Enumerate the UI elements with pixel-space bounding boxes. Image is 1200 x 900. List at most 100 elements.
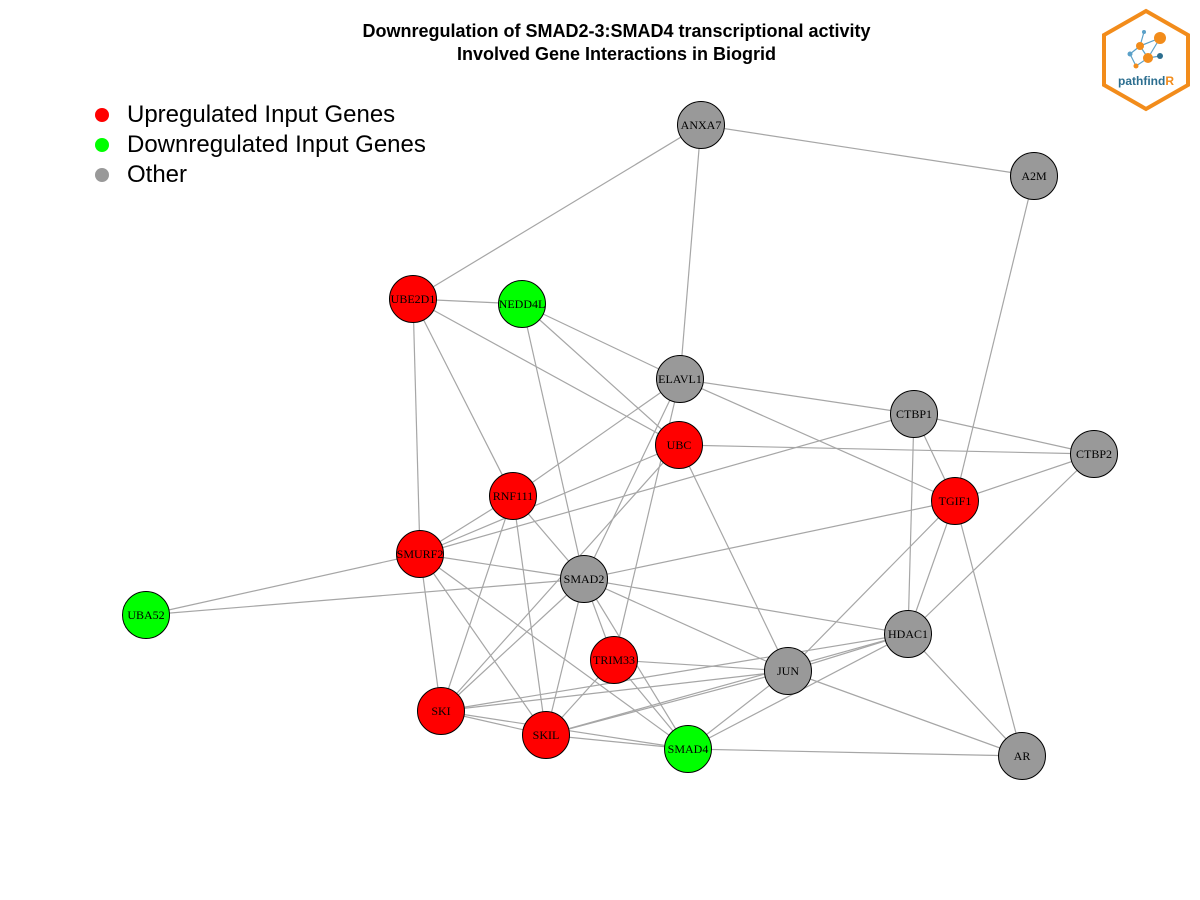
node-label-jun: JUN — [777, 664, 799, 678]
node-label-hdac1: HDAC1 — [888, 627, 928, 641]
node-ctbp2: CTBP2 — [1070, 430, 1118, 478]
edge-trim33-jun — [613, 659, 789, 672]
edge-smurf2-skil — [419, 553, 547, 736]
edge-jun-skil — [545, 670, 789, 736]
edge-a2m-tgif1 — [954, 175, 1035, 502]
edge-jun-ar — [787, 670, 1023, 757]
node-uba52: UBA52 — [122, 591, 170, 639]
node-elavl1: ELAVL1 — [656, 355, 704, 403]
node-tgif1: TGIF1 — [931, 477, 979, 525]
node-a2m: A2M — [1010, 152, 1058, 200]
edge-layer — [145, 124, 1095, 757]
node-circle-ube2d1 — [389, 275, 437, 323]
edge-ube2d1-ubc — [412, 298, 680, 446]
node-circle-trim33 — [590, 636, 638, 684]
logo-text: pathfindR — [1118, 74, 1174, 88]
edge-smurf2-smad2 — [419, 553, 585, 580]
legend-item-up: Upregulated Input Genes — [95, 100, 426, 130]
edge-ubc-ski — [440, 444, 680, 712]
edge-ctbp1-ctbp2 — [913, 413, 1095, 455]
node-jun: JUN — [764, 647, 812, 695]
node-label-rnf111: RNF111 — [493, 489, 533, 503]
edge-ube2d1-rnf111 — [412, 298, 514, 497]
node-label-a2m: A2M — [1021, 169, 1047, 183]
edge-ube2d1-smurf2 — [412, 298, 421, 555]
legend-label-down: Downregulated Input Genes — [127, 131, 426, 158]
node-ubc: UBC — [655, 421, 703, 469]
node-circle-smad4 — [664, 725, 712, 773]
node-label-ube2d1: UBE2D1 — [391, 292, 436, 306]
edge-smad2-hdac1 — [583, 578, 909, 635]
edge-ctbp1-hdac1 — [907, 413, 915, 635]
node-circle-elavl1 — [656, 355, 704, 403]
node-trim33: TRIM33 — [590, 636, 638, 684]
edge-nedd4l-ubc — [521, 303, 680, 446]
legend-dot-up — [95, 108, 109, 122]
node-label-trim33: TRIM33 — [593, 653, 635, 667]
edge-smurf2-uba52 — [145, 553, 421, 616]
legend-dot-down — [95, 138, 109, 152]
node-nedd4l: NEDD4L — [498, 280, 546, 328]
edge-anxa7-a2m — [700, 124, 1035, 177]
edge-elavl1-smad2 — [583, 378, 681, 580]
legend-item-other: Other — [95, 160, 426, 190]
node-circle-ctbp2 — [1070, 430, 1118, 478]
node-circle-ar — [998, 732, 1046, 780]
node-label-smurf2: SMURF2 — [397, 547, 444, 561]
node-circle-anxa7 — [677, 101, 725, 149]
node-layer: ANXA7 A2M UBE2D1 NEDD4L ELAVL1 CTBP1 CTBP2 UBC T… — [122, 101, 1118, 780]
edge-smad2-skil — [545, 578, 585, 736]
edge-elavl1-rnf111 — [512, 378, 681, 497]
node-circle-nedd4l — [498, 280, 546, 328]
node-rnf111: RNF111 — [489, 472, 537, 520]
edge-tgif1-smad2 — [583, 500, 956, 580]
chart-title: Downregulation of SMAD2-3:SMAD4 transcri… — [0, 20, 1200, 66]
node-circle-ubc — [655, 421, 703, 469]
node-smad2: SMAD2 — [560, 555, 608, 603]
node-label-ar: AR — [1014, 749, 1031, 763]
edge-smurf2-smad4 — [419, 553, 689, 750]
title-line-1: Downregulation of SMAD2-3:SMAD4 transcri… — [362, 21, 871, 41]
node-circle-a2m — [1010, 152, 1058, 200]
logo-dots — [1127, 30, 1166, 69]
node-circle-rnf111 — [489, 472, 537, 520]
edge-nedd4l-elavl1 — [521, 303, 681, 380]
title-line-2: Involved Gene Interactions in Biogrid — [456, 44, 777, 64]
node-circle-uba52 — [122, 591, 170, 639]
node-ski: SKI — [417, 687, 465, 735]
node-circle-ski — [417, 687, 465, 735]
logo-text-main: pathfind — [1118, 74, 1165, 88]
edge-hdac1-ski — [440, 633, 909, 712]
edge-nedd4l-smad2 — [521, 303, 585, 580]
node-circle-skil — [522, 711, 570, 759]
node-circle-ctbp1 — [890, 390, 938, 438]
node-smad4: SMAD4 — [664, 725, 712, 773]
edge-smad2-ski — [440, 578, 585, 712]
edge-jun-ski — [440, 670, 789, 712]
edge-smurf2-ski — [419, 553, 442, 712]
node-label-tgif1: TGIF1 — [939, 494, 972, 508]
node-label-ubc: UBC — [667, 438, 692, 452]
node-circle-smurf2 — [396, 530, 444, 578]
legend-item-down: Downregulated Input Genes — [95, 130, 426, 160]
node-circle-hdac1 — [884, 610, 932, 658]
edge-elavl1-tgif1 — [679, 378, 956, 502]
node-ube2d1: UBE2D1 — [389, 275, 437, 323]
node-skil: SKIL — [522, 711, 570, 759]
node-circle-smad2 — [560, 555, 608, 603]
legend-label-other: Other — [127, 161, 188, 188]
edge-ctbp1-smurf2 — [419, 413, 915, 555]
node-ctbp1: CTBP1 — [890, 390, 938, 438]
node-circle-jun — [764, 647, 812, 695]
node-label-nedd4l: NEDD4L — [499, 297, 546, 311]
node-hdac1: HDAC1 — [884, 610, 932, 658]
edge-ubc-jun — [678, 444, 789, 672]
legend-dot-other — [95, 168, 109, 182]
node-label-elavl1: ELAVL1 — [658, 372, 702, 386]
edge-hdac1-ar — [907, 633, 1023, 757]
edge-rnf111-ski — [440, 495, 514, 712]
node-label-ski: SKI — [431, 704, 450, 718]
node-smurf2: SMURF2 — [396, 530, 444, 578]
node-ar: AR — [998, 732, 1046, 780]
